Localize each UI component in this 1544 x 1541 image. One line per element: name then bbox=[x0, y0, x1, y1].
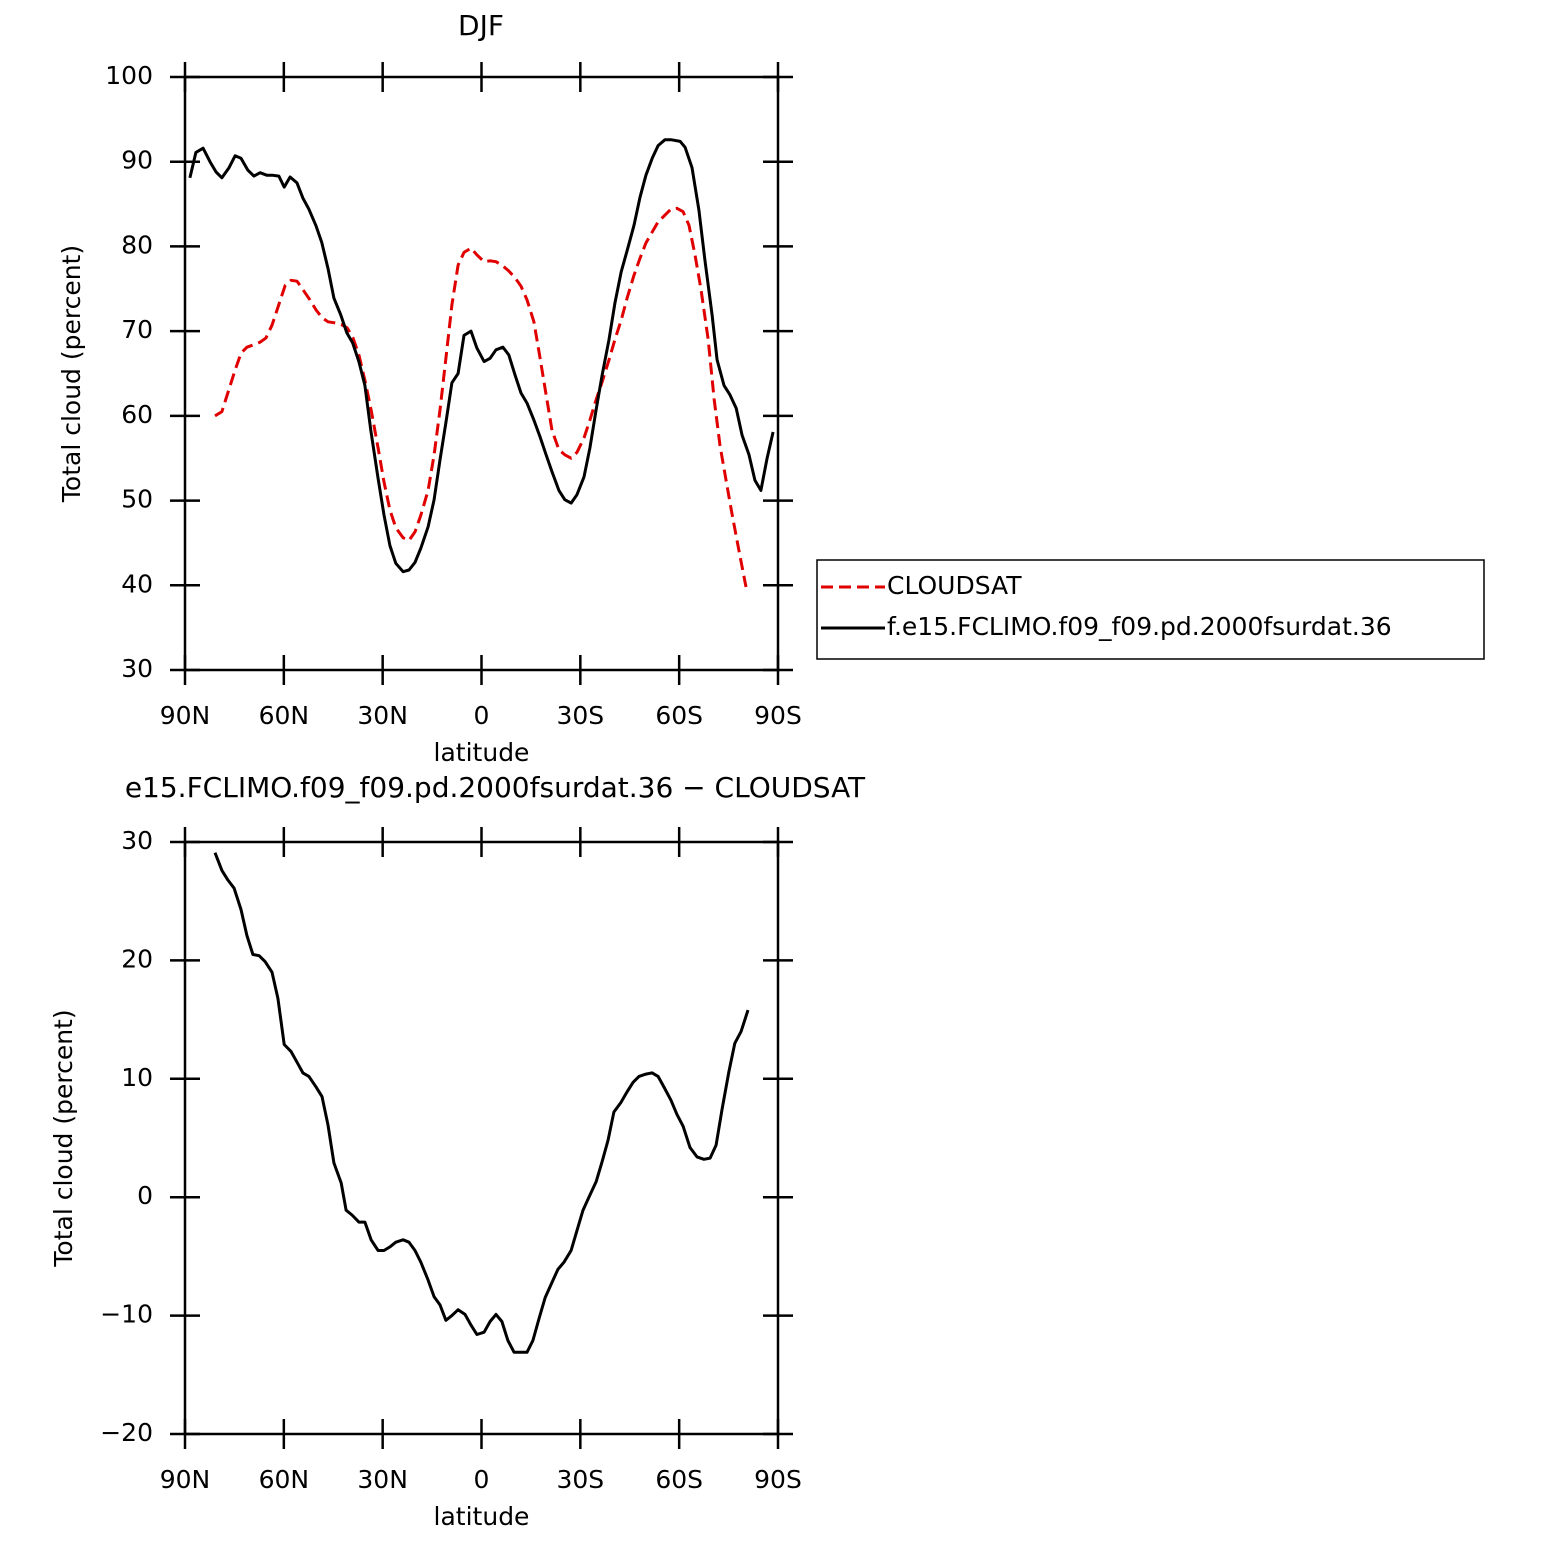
x-axis-label: latitude bbox=[434, 738, 530, 767]
x-tick-label: 0 bbox=[474, 1465, 490, 1494]
y-tick-label: 0 bbox=[137, 1181, 153, 1210]
y-tick-label: 30 bbox=[121, 654, 153, 683]
y-axis-label: Total cloud (percent) bbox=[49, 1009, 78, 1267]
x-tick-label: 60S bbox=[655, 701, 703, 730]
chart-title: e15.FCLIMO.f09_f09.pd.2000fsurdat.36 − C… bbox=[125, 771, 866, 804]
plot-frame bbox=[183, 75, 780, 672]
y-tick-label: 60 bbox=[121, 400, 153, 429]
x-tick-label: 90N bbox=[160, 701, 211, 730]
y-tick-label: 70 bbox=[121, 315, 153, 344]
y-tick-label: 10 bbox=[121, 1063, 153, 1092]
x-tick-label: 30N bbox=[357, 701, 408, 730]
x-tick-label: 0 bbox=[474, 701, 490, 730]
y-axis-label: Total cloud (percent) bbox=[57, 245, 86, 503]
y-tick-label: 30 bbox=[121, 826, 153, 855]
x-axis-label: latitude bbox=[434, 1502, 530, 1531]
x-tick-label: 30S bbox=[556, 1465, 604, 1494]
data-line bbox=[214, 206, 748, 588]
y-tick-label: 80 bbox=[121, 230, 153, 259]
data-line bbox=[188, 138, 775, 574]
y-tick-label: 20 bbox=[121, 944, 153, 973]
chart-title: DJF bbox=[458, 9, 504, 42]
y-tick-label: 90 bbox=[121, 146, 153, 175]
y-tick-label: 40 bbox=[121, 569, 153, 598]
data-line bbox=[213, 852, 750, 1354]
legend-box bbox=[816, 559, 1485, 660]
x-tick-label: 30S bbox=[556, 701, 604, 730]
x-tick-label: 60N bbox=[259, 1465, 310, 1494]
y-tick-label: 100 bbox=[105, 61, 153, 90]
legend-label: CLOUDSAT bbox=[887, 571, 1022, 600]
legend-label: f.e15.FCLIMO.f09_f09.pd.2000fsurdat.36 bbox=[887, 612, 1392, 641]
x-tick-label: 30N bbox=[357, 1465, 408, 1494]
plot-frame bbox=[183, 840, 780, 1436]
x-tick-label: 60N bbox=[259, 701, 310, 730]
x-tick-label: 90S bbox=[754, 701, 802, 730]
x-tick-label: 90S bbox=[754, 1465, 802, 1494]
x-tick-label: 60S bbox=[655, 1465, 703, 1494]
y-tick-label: 50 bbox=[121, 485, 153, 514]
y-tick-label: −20 bbox=[100, 1418, 153, 1447]
y-tick-label: −10 bbox=[100, 1300, 153, 1329]
x-tick-label: 90N bbox=[160, 1465, 211, 1494]
